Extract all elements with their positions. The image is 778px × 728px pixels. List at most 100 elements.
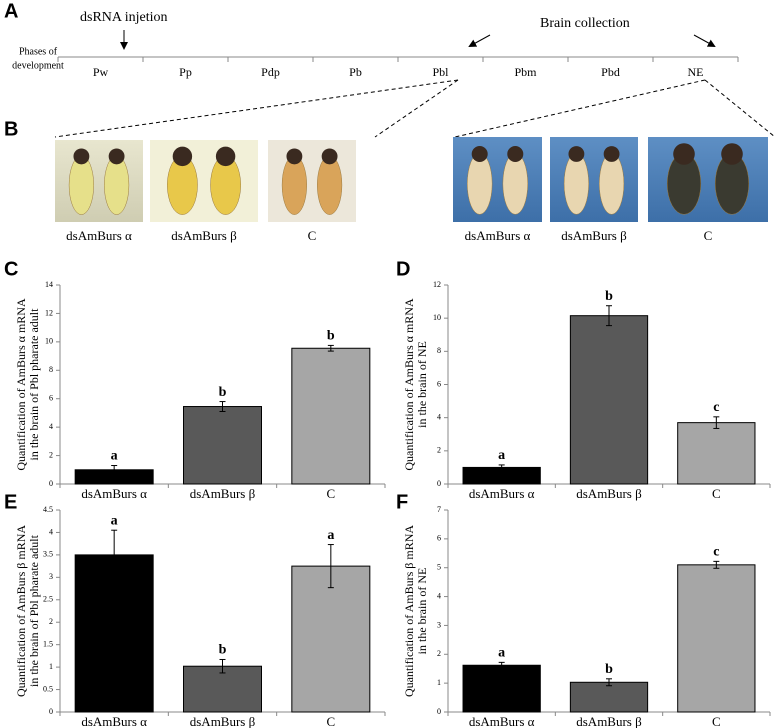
significance-letter: a [111, 449, 118, 464]
photo [550, 137, 638, 222]
pupa [466, 152, 493, 215]
y-tick-label: 12 [433, 280, 441, 289]
bar [74, 554, 154, 713]
bar [183, 406, 262, 485]
significance-letter: a [498, 448, 505, 463]
y-tick-label: 6 [49, 394, 53, 403]
pupa-head [108, 148, 125, 165]
dashed-line [704, 79, 776, 138]
significance-letter: b [327, 329, 335, 344]
y-axis-label: in the brain of Pbl pharate adult [27, 534, 41, 687]
significance-letter: a [111, 513, 118, 528]
y-axis-label: Quantification of AmBurs β mRNA [14, 525, 28, 697]
pupa-head [603, 146, 620, 162]
y-axis-label: Quantification of AmBurs α mRNA [14, 298, 28, 471]
photo [150, 140, 258, 222]
pupa [281, 155, 307, 215]
y-tick-label: 4 [49, 527, 53, 536]
y-axis-label: in the brain of Pbl pharate adult [27, 308, 41, 461]
timeline: Pw Pp Pdp Pb Pbl Pbm Pbd NE [57, 56, 739, 79]
bar [291, 347, 371, 485]
y-tick-label: 6 [437, 534, 441, 543]
y-tick-label: 2.5 [43, 595, 53, 604]
dashed-line [374, 79, 459, 138]
x-tick-label: C [712, 486, 721, 501]
pupa [317, 155, 343, 215]
bar-chart: E Quantification of AmBurs β mRNA in the b… [4, 491, 386, 728]
significance-letter: b [605, 289, 613, 304]
pupa-head [507, 145, 524, 163]
pupa-head [471, 145, 488, 163]
y-tick-label: 3 [49, 572, 53, 581]
y-tick-label: 8 [49, 365, 53, 374]
y-tick-label: 4 [437, 412, 441, 421]
bar [183, 665, 262, 713]
x-tick-label: dsAmBurs α [81, 714, 147, 728]
photo [55, 140, 143, 222]
y-tick-label: 3.5 [43, 550, 53, 559]
x-tick-label: dsAmBurs α [81, 486, 147, 501]
significance-letter: b [219, 385, 227, 400]
panel-label: D [396, 258, 410, 280]
pupa [502, 152, 529, 215]
y-tick-label: 4.5 [43, 505, 53, 514]
pupa-head [73, 148, 90, 165]
x-tick-label: C [326, 486, 335, 501]
arrow [693, 34, 716, 47]
bar [569, 681, 649, 713]
x-tick-label: dsAmBurs β [576, 486, 642, 501]
phases-label: development [12, 60, 64, 71]
pupa-head [721, 143, 743, 165]
x-tick-label: dsAmBurs β [576, 714, 642, 728]
y-tick-label: 0 [49, 479, 53, 488]
y-tick-label: 4 [437, 591, 441, 600]
injection-label: dsRNA injetion [80, 10, 168, 25]
y-tick-label: 0 [49, 707, 53, 716]
pupa-head [286, 148, 303, 165]
significance-letter: b [219, 643, 227, 658]
y-tick-label: 10 [433, 313, 441, 322]
y-tick-label: 1 [437, 678, 441, 687]
panel-label: E [4, 491, 17, 513]
photo-label: C [704, 228, 713, 243]
phase-label: Pbm [514, 65, 537, 79]
panel-label: B [4, 118, 18, 140]
y-tick-label: 2 [437, 649, 441, 658]
photo-label: dsAmBurs α [66, 228, 132, 243]
phase-label: Pp [179, 65, 192, 79]
pupa [104, 155, 130, 215]
y-tick-label: 0 [437, 707, 441, 716]
photo-label: dsAmBurs β [561, 228, 627, 243]
y-tick-label: 5 [437, 563, 441, 572]
y-tick-label: 14 [45, 280, 53, 289]
y-tick-label: 0 [437, 479, 441, 488]
photo-label: dsAmBurs α [465, 228, 531, 243]
x-tick-label: dsAmBurs α [469, 486, 535, 501]
photo-label: dsAmBurs β [171, 228, 237, 243]
phase-label: Pw [93, 65, 109, 79]
y-tick-label: 1 [49, 662, 53, 671]
y-tick-label: 2 [49, 617, 53, 626]
y-tick-label: 12 [45, 308, 53, 317]
pupa [563, 152, 589, 215]
photo [648, 137, 768, 222]
y-tick-label: 4 [49, 422, 53, 431]
x-tick-label: C [712, 714, 721, 728]
y-tick-label: 7 [437, 505, 441, 514]
phase-label: NE [688, 65, 704, 79]
bar [291, 565, 371, 713]
y-axis-label: Quantification of AmBurs α mRNA [402, 298, 416, 471]
panel-label: F [396, 491, 408, 513]
bar [462, 664, 541, 713]
y-tick-label: 0.5 [43, 684, 53, 693]
y-tick-label: 8 [437, 346, 441, 355]
y-tick-label: 6 [437, 379, 441, 388]
significance-letter: c [713, 400, 719, 415]
phase-label: Pb [349, 65, 362, 79]
phase-label: Pbl [432, 65, 449, 79]
pupa [599, 152, 625, 215]
dashed-line [454, 79, 706, 138]
